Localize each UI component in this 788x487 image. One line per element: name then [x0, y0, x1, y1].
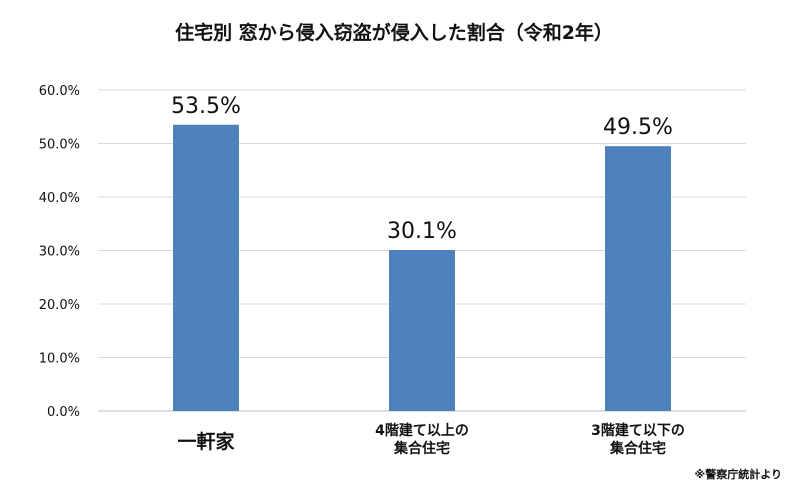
- y-tick-label: 50.0%: [39, 138, 80, 153]
- x-tick-label: 4階建て以上の: [375, 422, 469, 439]
- data-labels: 53.5% 30.1% 49.5%: [171, 94, 673, 244]
- bar: [605, 146, 671, 412]
- chart-title: 住宅別 窓から侵入窃盗が侵入した割合（令和2年）: [175, 21, 613, 44]
- data-label: 30.1%: [387, 219, 457, 244]
- y-axis-ticks: 0.0% 10.0% 20.0% 30.0% 40.0% 50.0% 60.0%: [39, 84, 80, 420]
- y-tick-label: 60.0%: [39, 84, 80, 99]
- y-tick-label: 30.0%: [39, 245, 80, 260]
- x-tick-label: 集合住宅: [609, 440, 666, 457]
- data-label: 49.5%: [603, 115, 673, 140]
- y-tick-label: 40.0%: [39, 191, 80, 206]
- y-tick-label: 0.0%: [47, 405, 80, 420]
- y-tick-label: 10.0%: [39, 352, 80, 367]
- source-note: ※警察庁統計より: [695, 467, 782, 481]
- x-tick-label: 3階建て以下の: [591, 422, 685, 439]
- bar: [173, 124, 239, 412]
- y-tick-label: 20.0%: [39, 298, 80, 313]
- bar: [389, 249, 455, 411]
- x-tick-label: 一軒家: [177, 430, 235, 453]
- x-tick-label: 集合住宅: [393, 440, 450, 457]
- data-label: 53.5%: [171, 94, 241, 119]
- bars: [173, 124, 671, 412]
